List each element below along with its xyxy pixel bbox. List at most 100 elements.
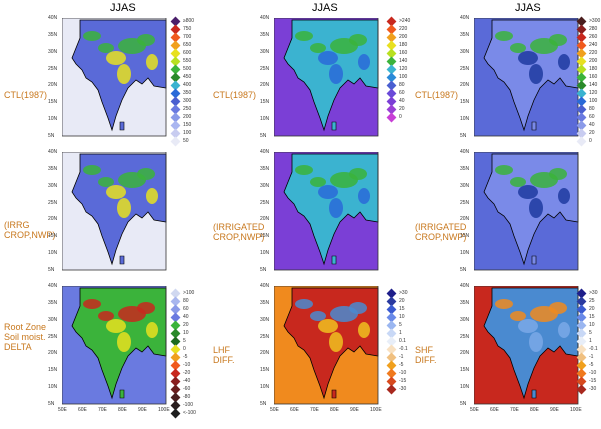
colorbar-label: 25 xyxy=(589,298,595,304)
lat-tick-label: 25N xyxy=(48,333,58,340)
colorbar-label: 150 xyxy=(183,122,192,128)
lat-tick-label: 5N xyxy=(460,133,467,139)
field-patch xyxy=(98,43,114,53)
field-patch xyxy=(318,185,338,199)
colorbar-label: 400 xyxy=(183,82,192,88)
colorbar-label: 20 xyxy=(399,106,405,112)
row-label-r0c1: CTL(1987) xyxy=(213,90,257,100)
field-patch xyxy=(358,322,370,338)
colorbar-label: -80 xyxy=(183,394,191,400)
colorbar-label: 1 xyxy=(589,338,592,344)
sri-lanka xyxy=(531,121,537,131)
colorbar-label: >300 xyxy=(589,18,601,24)
lat-tick-label: 35N xyxy=(460,31,470,38)
colorbar-label: 200 xyxy=(183,114,192,120)
row-label-r2c0: Root Zone Soil moist. DELTA xyxy=(4,322,47,352)
colorbar-label: 160 xyxy=(589,74,598,80)
field-patch xyxy=(495,299,513,309)
colorbar-label: 260 xyxy=(589,34,598,40)
lat-tick-label: 15N xyxy=(460,233,470,240)
map-panel-r1-c1 xyxy=(62,18,192,150)
lat-tick-label: 5N xyxy=(460,267,467,273)
lat-tick-label: 35N xyxy=(48,31,58,38)
colorbar-label: -20 xyxy=(183,370,191,376)
row-label-r1c1: (IRRIGATED CROP,NWP) xyxy=(213,222,265,242)
lat-tick-label: 10N xyxy=(48,116,58,123)
field-patch xyxy=(318,51,338,65)
row-label-r2c1: LHF DIFF. xyxy=(213,345,235,365)
lat-tick-label: 15N xyxy=(460,367,470,374)
colorbar-label: 5 xyxy=(183,338,186,344)
lat-tick-label: 10N xyxy=(48,250,58,257)
colorbar-label: 60 xyxy=(399,90,405,96)
colorbar-label: -15 xyxy=(589,378,597,384)
colorbar-label: 20 xyxy=(183,322,189,328)
map-panel-r1-c2 xyxy=(274,18,404,150)
field-patch xyxy=(310,311,326,321)
lat-tick-label: 35N xyxy=(260,31,270,38)
colorbar-label: ≥800 xyxy=(183,18,195,24)
sri-lanka xyxy=(531,255,537,265)
colorbar-label: 60 xyxy=(589,114,595,120)
map-frame xyxy=(474,152,579,271)
lat-tick-label: 15N xyxy=(48,367,58,374)
colorbar-label: 80 xyxy=(589,106,595,112)
colorbar-label: >240 xyxy=(399,18,411,24)
field-patch xyxy=(146,322,158,338)
field-patch xyxy=(295,299,313,309)
colorbar-label: 0 xyxy=(589,138,592,144)
map-frame xyxy=(62,152,167,271)
map-panel-r3-c1 xyxy=(62,286,192,418)
field-patch xyxy=(98,311,114,321)
colorbar-label: 300 xyxy=(183,98,192,104)
lon-tick-label: 70E xyxy=(310,407,319,413)
row-label-r0c2: CTL(1987) xyxy=(415,90,459,100)
field-patch xyxy=(495,165,513,175)
row-label-r1c0: (IRRG CROP,NWP) xyxy=(4,220,56,240)
colorbar-label: 100 xyxy=(399,74,408,80)
colorbar-label: 650 xyxy=(183,42,192,48)
lat-tick-label: 20N xyxy=(460,82,470,89)
field-patch xyxy=(518,185,538,199)
colorbar-label: -5 xyxy=(589,362,594,368)
colorbar-label: 10 xyxy=(399,314,405,320)
colorbar-label: -40 xyxy=(183,378,191,384)
map-panel-r3-c3 xyxy=(474,286,601,418)
colorbar-label: 700 xyxy=(183,34,192,40)
lon-tick-label: 60E xyxy=(78,407,87,413)
lon-tick-label: 90E xyxy=(138,407,147,413)
lon-tick-label: 100E xyxy=(158,407,170,413)
lat-tick-label: 20N xyxy=(260,216,270,223)
colorbar-label: 450 xyxy=(183,74,192,80)
colorbar-label: 140 xyxy=(589,82,598,88)
colorbar-label: -10 xyxy=(589,370,597,376)
field-patch xyxy=(518,51,538,65)
map-panel-r1-c3 xyxy=(474,18,601,150)
lat-tick-label: 30N xyxy=(260,48,270,55)
colorbar-label: 0 xyxy=(399,114,402,120)
lat-tick-label: 40N xyxy=(48,149,58,155)
sri-lanka xyxy=(531,389,537,399)
field-patch xyxy=(329,198,343,218)
colorbar-label: 50 xyxy=(183,138,189,144)
lat-tick-label: 5N xyxy=(460,401,467,407)
field-patch xyxy=(146,188,158,204)
field-patch xyxy=(558,188,570,204)
lat-tick-label: 40N xyxy=(260,15,270,21)
field-patch xyxy=(358,188,370,204)
colorbar-label: 750 xyxy=(183,26,192,32)
field-patch xyxy=(529,64,543,84)
field-patch xyxy=(529,198,543,218)
colorbar-label: 220 xyxy=(589,50,598,56)
field-patch xyxy=(117,332,131,352)
colorbar-label: 250 xyxy=(183,106,192,112)
lat-tick-label: 30N xyxy=(460,48,470,55)
colorbar-label: 100 xyxy=(183,130,192,136)
field-patch xyxy=(295,31,313,41)
lat-tick-label: 5N xyxy=(260,133,267,139)
field-patch xyxy=(146,54,158,70)
column-title-3: JJAS xyxy=(515,2,541,14)
lon-tick-label: 80E xyxy=(330,407,339,413)
colorbar-label: -100 xyxy=(183,402,194,408)
lat-tick-label: 10N xyxy=(260,250,270,257)
